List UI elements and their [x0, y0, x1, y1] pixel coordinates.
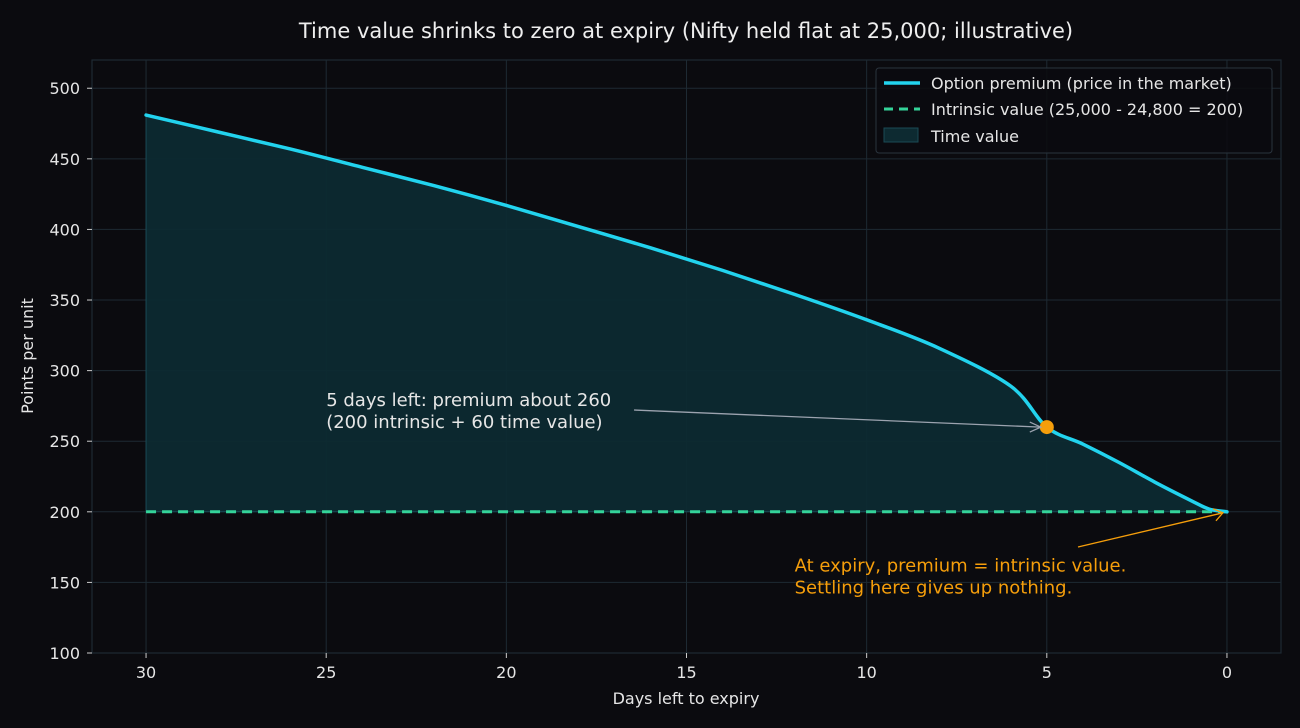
- option-premium-line: [144, 113, 1229, 514]
- annotation-line: 5 days left: premium about 260: [326, 390, 611, 411]
- y-tick-label: 100: [49, 644, 80, 663]
- x-axis-ticks: 30 25 20 15 10 5 0: [136, 653, 1232, 682]
- annotation-expiry: At expiry, premium = intrinsic value. Set…: [795, 555, 1127, 598]
- legend-box: [875, 67, 1273, 154]
- legend-time-value-label: Time value: [930, 127, 1019, 146]
- x-tick-label: 15: [676, 663, 696, 682]
- y-tick-label: 350: [49, 291, 80, 310]
- y-tick-label: 300: [49, 362, 80, 381]
- y-tick-label: 150: [49, 573, 80, 592]
- highlight-point: [1039, 420, 1054, 435]
- y-tick-label: 450: [49, 150, 80, 169]
- y-tick-label: 200: [49, 503, 80, 522]
- annotation-arrowhead-expiry: [1212, 508, 1225, 522]
- annotation-five-days: 5 days left: premium about 260 (200 intri…: [326, 390, 611, 433]
- x-tick-label: 0: [1222, 663, 1232, 682]
- legend-time-value-swatch: [883, 127, 919, 143]
- legend: Option premium (price in the market) Int…: [875, 67, 1273, 154]
- annotation-arrowhead-five-days: [1029, 421, 1043, 433]
- x-tick-label: 20: [496, 663, 516, 682]
- legend-intrinsic-label: Intrinsic value (25,000 - 24,800 = 200): [931, 100, 1243, 119]
- y-tick-label: 400: [49, 220, 80, 239]
- x-axis-label: Days left to expiry: [613, 689, 760, 708]
- y-axis-label: Points per unit: [18, 298, 37, 414]
- annotation-line: Settling here gives up nothing.: [795, 577, 1073, 598]
- annotation-line: (200 intrinsic + 60 time value): [326, 412, 602, 433]
- legend-premium-label: Option premium (price in the market): [931, 74, 1232, 93]
- x-tick-label: 30: [136, 663, 156, 682]
- annotation-line: At expiry, premium = intrinsic value.: [795, 555, 1127, 576]
- annotation-arrow-five-days: [633, 409, 1041, 428]
- x-tick-label: 10: [856, 663, 876, 682]
- series-layer: [144, 113, 1229, 514]
- x-tick-label: 5: [1042, 663, 1052, 682]
- annotation-arrow-expiry: [1077, 512, 1224, 548]
- annotations-layer: 5 days left: premium about 260 (200 intri…: [326, 390, 1225, 598]
- y-axis-ticks: 100 150 200 250 300 350 400 450 500: [49, 79, 92, 663]
- y-tick-label: 250: [49, 432, 80, 451]
- chart-title: Time value shrinks to zero at expiry (Ni…: [298, 19, 1073, 43]
- x-tick-label: 25: [316, 663, 336, 682]
- y-tick-label: 500: [49, 79, 80, 98]
